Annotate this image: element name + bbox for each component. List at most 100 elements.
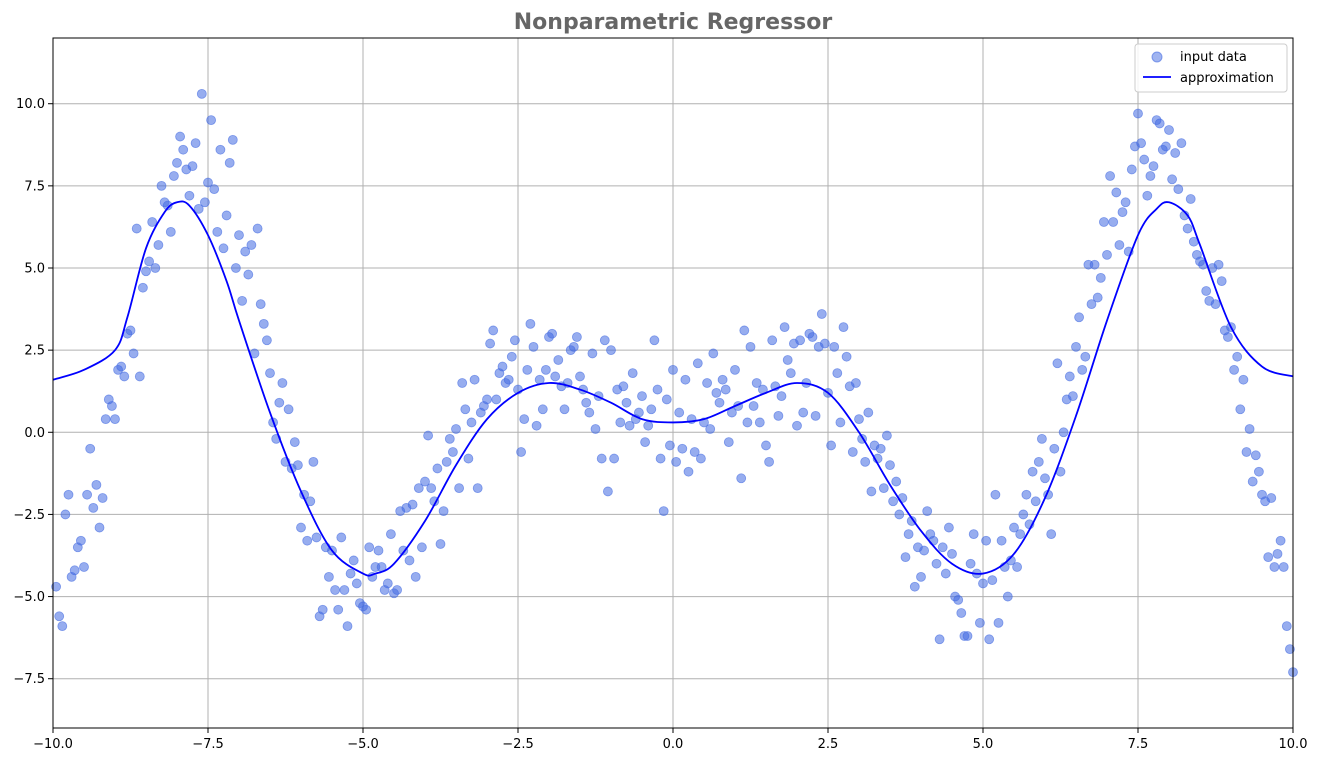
- data-point: [708, 348, 719, 359]
- data-point: [779, 322, 790, 333]
- data-point: [451, 424, 461, 434]
- data-point: [947, 548, 957, 559]
- data-point: [1126, 164, 1137, 175]
- data-point: [798, 407, 809, 418]
- data-point: [568, 341, 579, 352]
- data-point: [863, 407, 874, 418]
- data-point: [277, 378, 288, 388]
- data-point: [230, 263, 241, 273]
- data-point: [742, 417, 753, 428]
- data-point: [1235, 404, 1246, 415]
- data-point: [125, 325, 136, 336]
- data-point: [1266, 493, 1277, 503]
- data-point: [187, 161, 198, 172]
- data-point: [838, 322, 849, 333]
- data-point: [444, 433, 455, 444]
- data-point: [60, 509, 71, 520]
- data-point: [1136, 138, 1146, 149]
- data-point: [621, 397, 632, 408]
- data-point: [79, 562, 89, 572]
- data-point: [940, 568, 951, 579]
- data-point: [209, 184, 220, 195]
- data-point: [937, 542, 948, 553]
- data-point: [153, 240, 164, 250]
- data-point: [234, 230, 244, 241]
- data-point: [469, 374, 480, 385]
- data-point: [1229, 364, 1239, 375]
- data-point: [438, 506, 449, 517]
- x-tick-label: −5.0: [347, 737, 379, 752]
- data-point: [981, 535, 991, 546]
- y-tick-label: 2.5: [24, 344, 45, 359]
- data-point: [57, 621, 68, 632]
- data-point: [1052, 358, 1063, 369]
- data-point: [671, 456, 681, 467]
- data-point: [993, 617, 1004, 628]
- x-tick-label: 10.0: [1279, 737, 1308, 752]
- data-point: [1114, 240, 1125, 250]
- data-point: [584, 407, 595, 418]
- data-point: [609, 453, 619, 464]
- data-point: [361, 604, 372, 615]
- data-point: [460, 404, 471, 415]
- data-point: [1006, 555, 1016, 566]
- data-point: [317, 604, 328, 615]
- data-point: [94, 522, 105, 533]
- data-point: [1074, 312, 1084, 323]
- data-point: [296, 522, 306, 533]
- data-point: [575, 371, 585, 382]
- data-point: [482, 394, 492, 405]
- data-point: [683, 466, 694, 477]
- scatter-points: [51, 88, 1298, 678]
- data-point: [820, 338, 830, 349]
- data-point: [323, 571, 334, 582]
- data-point: [168, 171, 179, 181]
- data-point: [810, 410, 821, 421]
- data-point: [1117, 207, 1128, 218]
- data-point: [407, 499, 418, 510]
- data-point: [677, 443, 688, 454]
- data-point: [572, 332, 582, 342]
- data-point: [128, 348, 139, 359]
- data-point: [1139, 154, 1150, 165]
- data-point: [274, 397, 285, 408]
- data-point: [116, 361, 127, 372]
- y-tick-label: 10.0: [16, 97, 45, 112]
- data-point: [875, 443, 886, 454]
- data-point: [996, 535, 1007, 546]
- data-point: [1213, 259, 1224, 270]
- data-point: [193, 203, 204, 214]
- data-point: [1108, 217, 1119, 227]
- data-point: [745, 341, 756, 352]
- data-point: [292, 460, 303, 471]
- data-point: [953, 594, 964, 605]
- data-point: [1170, 148, 1181, 158]
- data-point: [931, 558, 942, 569]
- data-point: [956, 608, 967, 618]
- data-point: [541, 364, 551, 375]
- data-point: [668, 364, 678, 375]
- data-point: [184, 190, 195, 201]
- data-point: [888, 496, 898, 507]
- data-point: [773, 410, 784, 421]
- data-point: [894, 509, 905, 520]
- y-tick-label: −2.5: [13, 508, 45, 523]
- data-point: [702, 378, 712, 388]
- data-point: [919, 545, 929, 556]
- data-point: [990, 489, 1001, 500]
- data-point: [748, 401, 759, 411]
- data-point: [457, 378, 468, 388]
- data-point: [485, 338, 496, 349]
- data-point: [891, 476, 902, 487]
- data-point: [63, 489, 74, 500]
- data-point: [432, 463, 443, 474]
- data-point: [878, 483, 889, 494]
- data-point: [1244, 424, 1255, 434]
- data-point: [1210, 299, 1221, 310]
- x-tick-label: 7.5: [1128, 737, 1149, 752]
- data-point: [265, 368, 275, 379]
- data-point: [1120, 197, 1131, 208]
- data-point: [472, 483, 483, 494]
- data-point: [1201, 286, 1212, 296]
- data-point: [1015, 529, 1026, 540]
